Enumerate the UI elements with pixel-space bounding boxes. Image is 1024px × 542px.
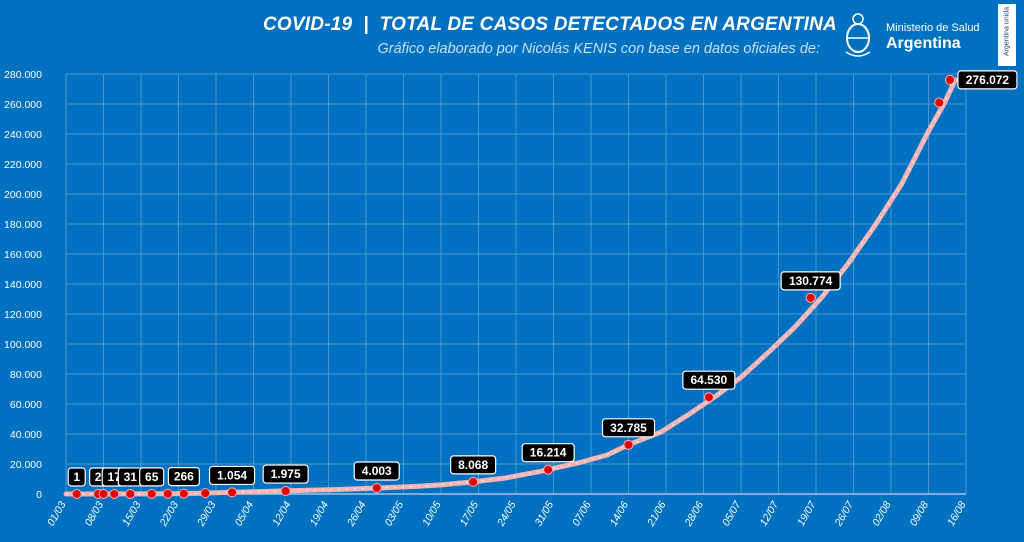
y-tick-label: 140.000 bbox=[4, 279, 42, 291]
x-tick-label: 28/06 bbox=[682, 499, 706, 529]
y-tick-label: 200.000 bbox=[4, 189, 42, 201]
data-label-box bbox=[601, 418, 656, 438]
data-label: 130.774 bbox=[789, 274, 833, 288]
data-label-box bbox=[262, 464, 309, 484]
x-tick-label: 09/08 bbox=[908, 499, 932, 528]
data-label-box bbox=[780, 271, 841, 291]
x-tick-label: 15/03 bbox=[120, 499, 144, 528]
data-label: 1 bbox=[73, 470, 80, 484]
x-tick-label: 12/07 bbox=[758, 498, 782, 528]
y-tick-label: 80.000 bbox=[10, 369, 42, 381]
data-label-box bbox=[67, 467, 86, 487]
data-label-box bbox=[450, 455, 497, 475]
data-point bbox=[371, 482, 382, 493]
data-label: 31 bbox=[124, 470, 138, 484]
data-label-box bbox=[957, 70, 1018, 90]
x-tick-label: 19/04 bbox=[308, 499, 332, 528]
data-label-box bbox=[208, 465, 256, 486]
x-tick-label: 29/03 bbox=[195, 499, 219, 529]
data-label: 65 bbox=[145, 470, 159, 484]
data-point bbox=[146, 488, 157, 499]
y-tick-label: 280.000 bbox=[4, 69, 42, 81]
argentina-unida-tab: Argentina unida bbox=[998, 4, 1016, 66]
x-tick-label: 05/07 bbox=[720, 498, 744, 528]
coat-of-arms-icon bbox=[845, 13, 871, 57]
data-label-box bbox=[139, 467, 165, 487]
data-point bbox=[623, 439, 634, 450]
data-label: 64.530 bbox=[691, 373, 728, 387]
data-point bbox=[805, 292, 816, 303]
x-tick-label: 03/05 bbox=[383, 499, 407, 528]
chart-title: COVID-19 | TOTAL DE CASOS DETECTADOS EN … bbox=[263, 14, 837, 35]
data-point bbox=[71, 488, 82, 499]
x-tick-label: 24/05 bbox=[495, 499, 519, 529]
x-tick-label: 01/03 bbox=[45, 499, 69, 528]
x-tick-label: 05/04 bbox=[233, 499, 257, 528]
x-tick-label: 19/07 bbox=[795, 498, 819, 528]
y-tick-label: 40.000 bbox=[10, 429, 42, 441]
x-tick-label: 02/08 bbox=[870, 499, 894, 528]
chart-subtitle: Gráfico elaborado por Nicolás KENIS con … bbox=[377, 41, 821, 57]
data-label: 1.975 bbox=[271, 467, 301, 481]
y-tick-label: 120.000 bbox=[4, 309, 42, 321]
y-tick-label: 180.000 bbox=[4, 219, 42, 231]
side-tab-label: Argentina unida bbox=[1003, 6, 1011, 57]
data-label-box bbox=[682, 370, 736, 390]
x-tick-label: 26/07 bbox=[832, 498, 857, 529]
data-point bbox=[109, 488, 120, 499]
data-point bbox=[178, 488, 189, 499]
series-line-dots bbox=[66, 79, 956, 495]
x-tick-label: 22/03 bbox=[157, 499, 181, 529]
data-point bbox=[227, 487, 238, 498]
data-point bbox=[468, 476, 479, 487]
data-point bbox=[200, 488, 211, 499]
country-name: Argentina bbox=[886, 35, 961, 52]
x-tick-label: 17/05 bbox=[458, 499, 482, 528]
x-tick-label: 08/03 bbox=[83, 499, 107, 528]
ministry-name: Ministerio de Salud bbox=[886, 22, 980, 34]
data-point bbox=[280, 486, 291, 497]
x-tick-label: 16/08 bbox=[945, 499, 969, 528]
data-label: 266 bbox=[174, 470, 194, 484]
data-label-box bbox=[167, 467, 200, 487]
x-tick-label: 31/05 bbox=[533, 499, 557, 528]
data-point bbox=[98, 488, 109, 499]
data-label: 276.072 bbox=[966, 73, 1010, 87]
data-label-box bbox=[353, 461, 400, 481]
data-point bbox=[543, 464, 554, 475]
data-point bbox=[125, 488, 136, 499]
y-tick-label: 220.000 bbox=[4, 159, 42, 171]
x-tick-label: 12/04 bbox=[270, 499, 294, 528]
data-label: 4.003 bbox=[362, 464, 392, 478]
x-tick-label: 26/04 bbox=[345, 499, 369, 529]
ministry-logo: Ministerio de Salud Argentina bbox=[842, 10, 992, 62]
data-label: 16.214 bbox=[530, 446, 567, 460]
x-tick-label: 10/05 bbox=[420, 499, 444, 528]
data-point bbox=[162, 488, 173, 499]
y-tick-label: 0 bbox=[36, 489, 42, 501]
y-tick-label: 60.000 bbox=[10, 399, 42, 411]
x-tick-label: 21/06 bbox=[645, 499, 669, 529]
data-point bbox=[703, 392, 714, 403]
y-tick-label: 260.000 bbox=[4, 99, 42, 111]
x-tick-label: 14/06 bbox=[608, 499, 632, 528]
data-label: 32.785 bbox=[610, 421, 647, 435]
data-label: 2 bbox=[95, 470, 102, 484]
data-label: 1.054 bbox=[217, 468, 247, 482]
x-tick-label: 07/06 bbox=[570, 499, 594, 528]
data-point bbox=[934, 97, 945, 108]
y-tick-label: 160.000 bbox=[4, 249, 42, 261]
data-point bbox=[944, 74, 955, 85]
y-tick-label: 20.000 bbox=[10, 459, 42, 471]
data-label-box bbox=[521, 443, 575, 463]
data-label: 8.068 bbox=[458, 458, 488, 472]
y-tick-label: 100.000 bbox=[4, 339, 42, 351]
y-tick-label: 240.000 bbox=[4, 129, 42, 141]
